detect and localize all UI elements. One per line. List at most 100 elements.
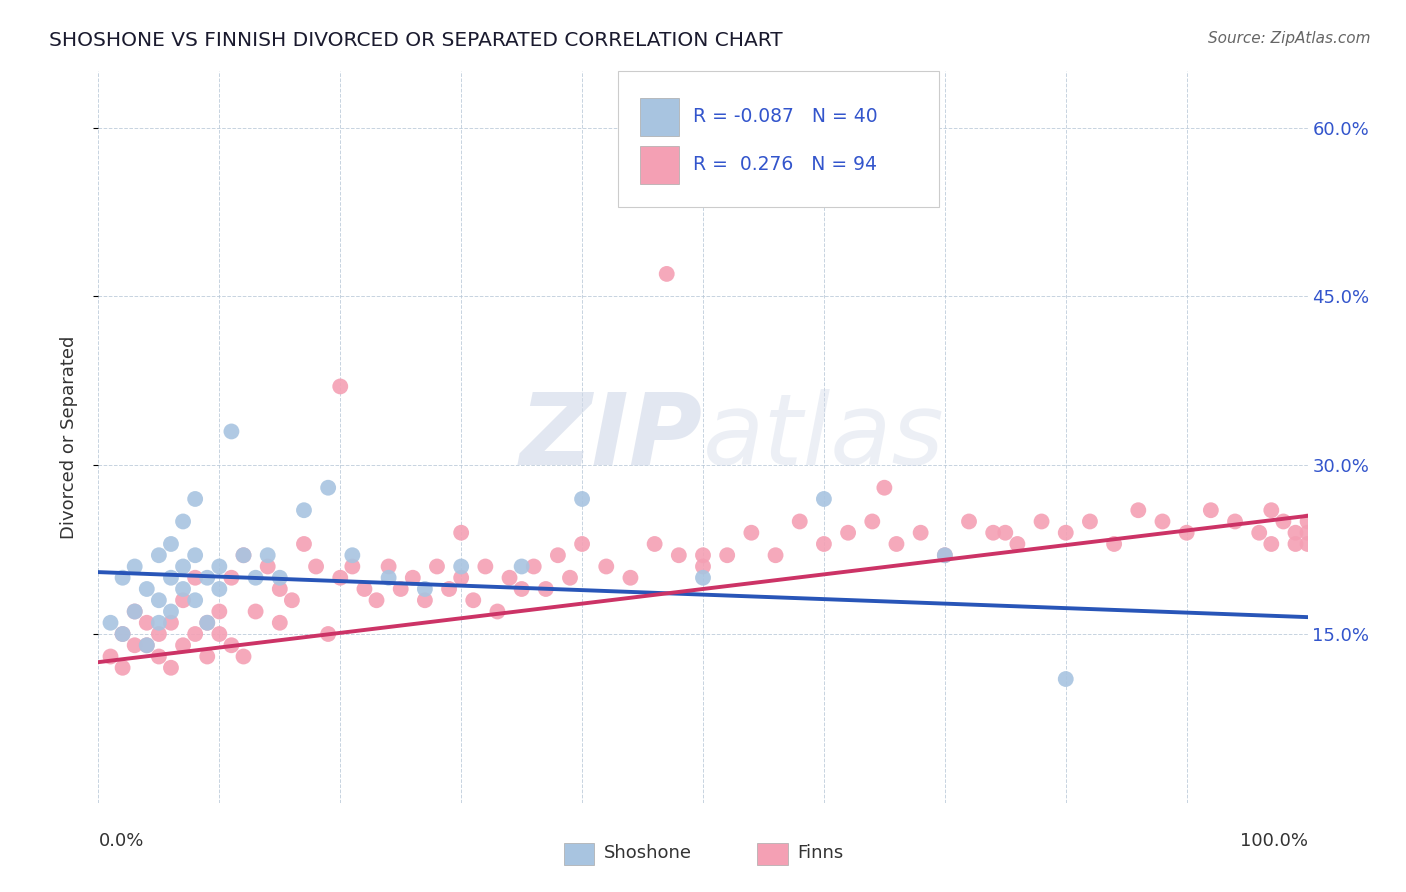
FancyBboxPatch shape	[758, 843, 787, 865]
Point	[124, 605, 146, 619]
Point	[644, 537, 666, 551]
Point	[124, 605, 146, 619]
Point	[498, 571, 520, 585]
Point	[692, 548, 714, 562]
Point	[547, 548, 569, 562]
Point	[124, 559, 146, 574]
Point	[148, 548, 170, 562]
Point	[342, 548, 364, 562]
Point	[184, 627, 207, 641]
Point	[1078, 515, 1101, 529]
Point	[534, 582, 557, 596]
Point	[450, 571, 472, 585]
Point	[135, 638, 157, 652]
Point	[1260, 503, 1282, 517]
Point	[221, 425, 243, 439]
Point	[450, 525, 472, 540]
Point	[221, 638, 243, 652]
Point	[245, 571, 267, 585]
Point	[281, 593, 304, 607]
Point	[377, 559, 399, 574]
Point	[256, 548, 278, 562]
Point	[160, 537, 183, 551]
Text: 0.0%: 0.0%	[98, 832, 143, 850]
Point	[571, 491, 593, 506]
FancyBboxPatch shape	[564, 843, 595, 865]
Point	[245, 605, 267, 619]
Point	[1296, 537, 1319, 551]
Point	[172, 638, 194, 652]
Point	[124, 638, 146, 652]
Point	[160, 615, 183, 630]
Text: Finns: Finns	[797, 844, 844, 862]
Point	[135, 615, 157, 630]
Text: ZIP: ZIP	[520, 389, 703, 485]
Point	[389, 582, 412, 596]
Point	[789, 515, 811, 529]
Point	[837, 525, 859, 540]
Point	[558, 571, 581, 585]
Point	[195, 571, 218, 585]
Point	[148, 593, 170, 607]
Point	[111, 627, 134, 641]
Text: Source: ZipAtlas.com: Source: ZipAtlas.com	[1208, 31, 1371, 46]
Point	[994, 525, 1017, 540]
Point	[413, 593, 436, 607]
Point	[305, 559, 328, 574]
Point	[172, 582, 194, 596]
Point	[111, 661, 134, 675]
Point	[172, 559, 194, 574]
Point	[100, 615, 122, 630]
Point	[1249, 525, 1271, 540]
Point	[1223, 515, 1246, 529]
Point	[1054, 672, 1077, 686]
Point	[463, 593, 485, 607]
Point	[510, 582, 533, 596]
Point	[1152, 515, 1174, 529]
FancyBboxPatch shape	[640, 98, 679, 136]
Point	[184, 548, 207, 562]
Point	[813, 491, 835, 506]
Point	[329, 571, 352, 585]
Point	[765, 548, 787, 562]
FancyBboxPatch shape	[619, 71, 939, 207]
Point	[1031, 515, 1053, 529]
Point	[957, 515, 980, 529]
Point	[873, 481, 896, 495]
Text: SHOSHONE VS FINNISH DIVORCED OR SEPARATED CORRELATION CHART: SHOSHONE VS FINNISH DIVORCED OR SEPARATE…	[49, 31, 783, 50]
Point	[1054, 525, 1077, 540]
Point	[342, 559, 364, 574]
Point	[195, 615, 218, 630]
Point	[148, 627, 170, 641]
Point	[172, 515, 194, 529]
Text: R = -0.087   N = 40: R = -0.087 N = 40	[693, 107, 877, 126]
Point	[1296, 515, 1319, 529]
Point	[413, 582, 436, 596]
Point	[860, 515, 883, 529]
Point	[366, 593, 388, 607]
Point	[208, 559, 231, 574]
Point	[1296, 525, 1319, 540]
Point	[221, 571, 243, 585]
Point	[692, 571, 714, 585]
Point	[208, 627, 231, 641]
Point	[316, 627, 339, 641]
Point	[1199, 503, 1222, 517]
Point	[486, 605, 509, 619]
Point	[329, 379, 352, 393]
Point	[934, 548, 956, 562]
Point	[619, 571, 641, 585]
FancyBboxPatch shape	[640, 146, 679, 184]
Point	[740, 525, 762, 540]
Point	[1272, 515, 1295, 529]
Point	[269, 571, 291, 585]
Point	[981, 525, 1004, 540]
Point	[160, 571, 183, 585]
Point	[232, 548, 254, 562]
Point	[1284, 525, 1306, 540]
Point	[353, 582, 375, 596]
Point	[813, 537, 835, 551]
Point	[450, 559, 472, 574]
Point	[195, 649, 218, 664]
Point	[184, 571, 207, 585]
